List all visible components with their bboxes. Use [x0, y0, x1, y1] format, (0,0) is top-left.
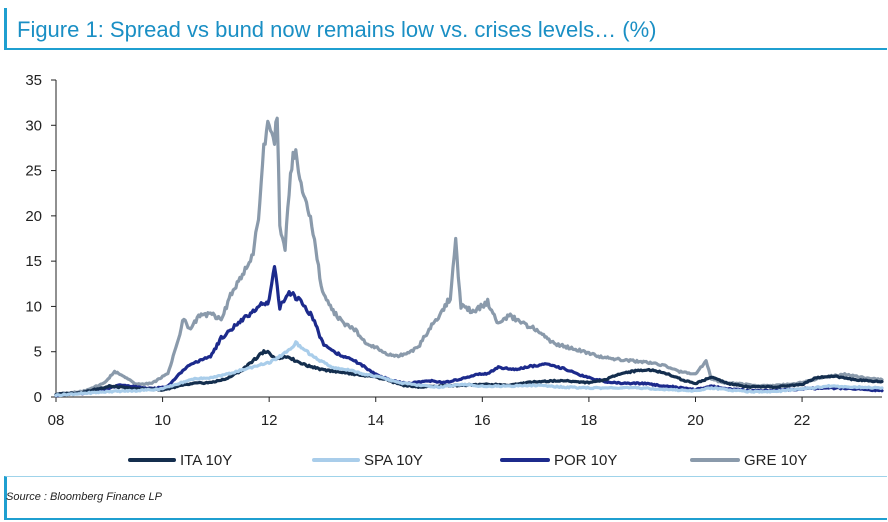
legend-item-ita: ITA 10Y	[128, 448, 232, 472]
series-line-spa-10y	[54, 340, 884, 398]
x-tick-label: 22	[794, 412, 811, 429]
legend: ITA 10Y SPA 10Y POR 10Y GRE 10Y	[0, 448, 888, 472]
y-tick-label: 15	[25, 253, 42, 270]
x-tick-label: 20	[687, 412, 704, 429]
legend-item-spa: SPA 10Y	[312, 448, 423, 472]
y-tick-label: 35	[25, 72, 42, 89]
x-tick-label: 14	[367, 412, 384, 429]
x-tick-label: 08	[48, 412, 65, 429]
chart-title: Figure 1: Spread vs bund now remains low…	[17, 17, 657, 42]
y-tick-label: 5	[34, 344, 42, 361]
y-axis: 0 5 10 15 20 25 30 35	[25, 72, 57, 406]
x-axis: 08 10 12 14 16 18 20 22	[48, 396, 882, 429]
legend-label-ita: ITA 10Y	[180, 451, 233, 469]
series-layer	[54, 116, 884, 398]
legend-swatch-por	[500, 458, 550, 462]
y-tick-label: 0	[34, 389, 42, 406]
title-frame: Figure 1: Spread vs bund now remains low…	[4, 8, 887, 50]
legend-label-gre: GRE 10Y	[744, 451, 808, 469]
x-tick-label: 10	[154, 412, 171, 429]
chart-area: 0 5 10 15 20 25 30 35 08 10 12 14 16 18 20 22	[25, 72, 884, 429]
x-tick-label: 18	[581, 412, 598, 429]
legend-label-spa: SPA 10Y	[364, 451, 423, 469]
legend-item-gre: GRE 10Y	[690, 448, 807, 472]
source-note: Source : Bloomberg Finance LP	[6, 491, 162, 503]
source-frame	[4, 476, 887, 520]
series-line-gre-10y	[54, 116, 884, 397]
legend-label-por: POR 10Y	[554, 451, 618, 469]
legend-swatch-spa	[312, 458, 360, 462]
x-tick-label: 16	[474, 412, 491, 429]
x-tick-label: 12	[261, 412, 278, 429]
y-tick-label: 25	[25, 163, 42, 180]
y-tick-label: 10	[25, 298, 42, 315]
y-tick-label: 20	[25, 208, 42, 225]
legend-swatch-gre	[690, 458, 740, 462]
legend-swatch-ita	[128, 458, 176, 462]
y-tick-label: 30	[25, 117, 42, 134]
legend-item-por: POR 10Y	[500, 448, 617, 472]
